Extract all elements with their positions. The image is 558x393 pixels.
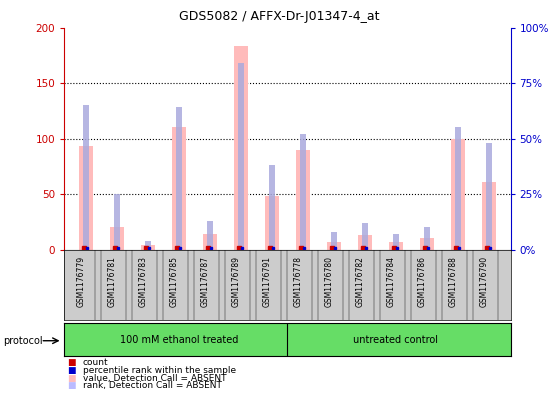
Bar (79, 146, 93, 250)
Bar (424, 227, 430, 250)
Bar (203, 234, 217, 250)
Text: GSM1176784: GSM1176784 (387, 256, 396, 307)
Bar (141, 245, 155, 250)
Text: rank, Detection Call = ABSENT: rank, Detection Call = ABSENT (83, 382, 222, 390)
Text: GSM1176780: GSM1176780 (325, 256, 334, 307)
Text: percentile rank within the sample: percentile rank within the sample (83, 366, 235, 375)
Text: GSM1176789: GSM1176789 (232, 256, 241, 307)
Bar (393, 234, 398, 250)
Bar (234, 46, 248, 250)
Text: untreated control: untreated control (353, 334, 439, 345)
Text: GSM1176790: GSM1176790 (480, 256, 489, 307)
Bar (176, 107, 182, 250)
Text: value, Detection Call = ABSENT: value, Detection Call = ABSENT (83, 374, 226, 382)
Text: GSM1176786: GSM1176786 (418, 256, 427, 307)
Text: GSM1176779: GSM1176779 (77, 256, 86, 307)
Bar (269, 165, 275, 250)
Bar (300, 134, 306, 250)
Text: ■: ■ (67, 382, 75, 390)
Bar (296, 150, 310, 250)
Bar (145, 241, 151, 250)
Text: GSM1176781: GSM1176781 (108, 256, 117, 307)
Bar (420, 239, 434, 250)
Text: ■: ■ (67, 358, 75, 367)
Bar (83, 105, 89, 250)
Bar (455, 127, 461, 250)
Bar (265, 196, 279, 250)
Text: GSM1176778: GSM1176778 (294, 256, 303, 307)
Bar (327, 242, 341, 250)
Bar (331, 232, 336, 250)
Text: ■: ■ (67, 366, 75, 375)
Bar (207, 221, 213, 250)
Bar (451, 139, 465, 250)
Bar (110, 227, 124, 250)
Text: GSM1176783: GSM1176783 (139, 256, 148, 307)
Bar (358, 235, 372, 250)
Text: 100 mM ethanol treated: 100 mM ethanol treated (119, 334, 238, 345)
Bar (486, 143, 492, 250)
Bar (482, 182, 496, 250)
Bar (389, 242, 403, 250)
Text: GSM1176791: GSM1176791 (263, 256, 272, 307)
Text: count: count (83, 358, 108, 367)
Text: GSM1176788: GSM1176788 (449, 256, 458, 307)
Text: GSM1176785: GSM1176785 (170, 256, 179, 307)
Bar (172, 127, 186, 250)
Text: GSM1176782: GSM1176782 (356, 256, 365, 307)
Bar (238, 63, 244, 250)
Text: ■: ■ (67, 374, 75, 382)
Text: protocol: protocol (3, 336, 42, 346)
Text: GSM1176787: GSM1176787 (201, 256, 210, 307)
Text: GDS5082 / AFFX-Dr-J01347-4_at: GDS5082 / AFFX-Dr-J01347-4_at (179, 10, 379, 23)
Bar (114, 194, 119, 250)
Bar (362, 223, 368, 250)
